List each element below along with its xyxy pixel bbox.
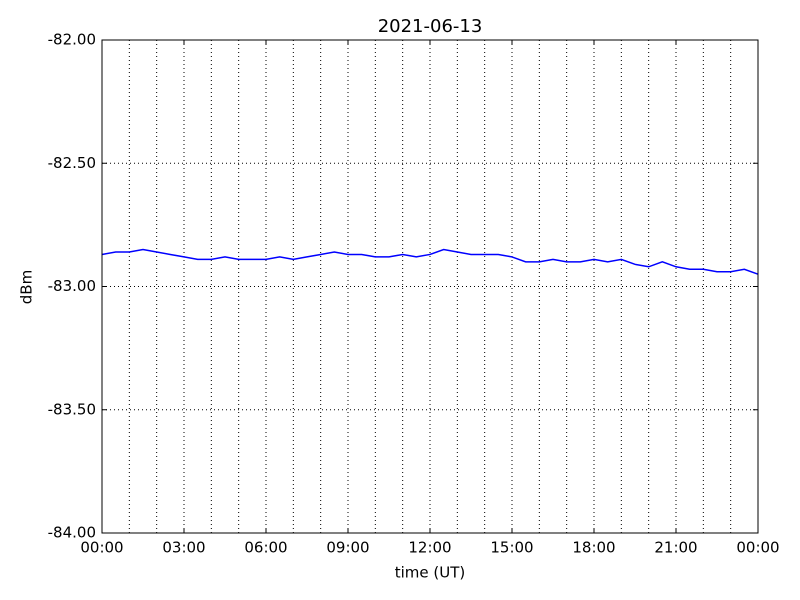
x-tick-label: 00:00 xyxy=(80,539,123,557)
x-tick-label: 00:00 xyxy=(736,539,779,557)
y-tick-label: -82.00 xyxy=(48,31,96,49)
data-line xyxy=(101,248,759,275)
x-tick-label: 12:00 xyxy=(408,539,451,557)
y-tick-label: -83.00 xyxy=(48,277,96,295)
y-axis-label: dBm xyxy=(18,270,36,304)
x-tick-label: 21:00 xyxy=(654,539,697,557)
chart-title: 2021-06-13 xyxy=(378,16,483,37)
y-tick-label: -82.50 xyxy=(48,154,96,172)
x-tick-label: 06:00 xyxy=(244,539,287,557)
y-tick-label: -84.00 xyxy=(48,524,96,542)
x-tick-label: 15:00 xyxy=(490,539,533,557)
x-tick-label: 03:00 xyxy=(162,539,205,557)
y-tick-label: -83.50 xyxy=(48,400,96,418)
plot-frame xyxy=(101,39,759,534)
x-axis-label: time (UT) xyxy=(395,564,466,582)
x-tick-label: 09:00 xyxy=(326,539,369,557)
x-tick-label: 18:00 xyxy=(572,539,615,557)
